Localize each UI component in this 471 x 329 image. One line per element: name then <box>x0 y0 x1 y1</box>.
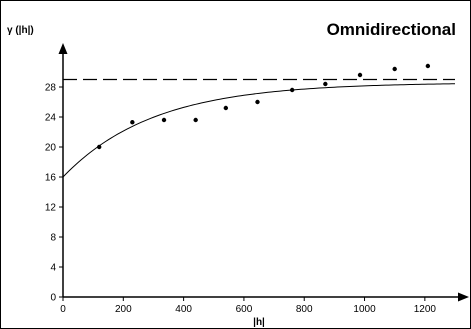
model-curve <box>62 83 456 178</box>
y-tick-label: 0 <box>50 293 56 304</box>
data-point <box>392 66 397 72</box>
data-point <box>130 120 135 125</box>
y-axis-label: γ (|h|) <box>7 25 34 36</box>
x-axis-label: |h| <box>253 317 265 328</box>
axes <box>58 43 469 302</box>
data-point <box>255 99 260 105</box>
x-tick-label: 0 <box>60 304 66 315</box>
x-ticks: 0 200 400 600 800 1000 1200 <box>60 297 436 315</box>
y-tick-label: 16 <box>45 173 57 184</box>
x-tick-label: 1200 <box>414 304 437 315</box>
data-point <box>289 87 295 93</box>
y-axis-arrow-icon <box>58 43 68 54</box>
chart-lines <box>62 78 456 178</box>
y-tick-label: 12 <box>45 203 57 214</box>
data-point <box>161 117 167 123</box>
data-point <box>357 72 363 78</box>
data-point <box>323 81 328 87</box>
y-tick-label: 8 <box>50 233 56 244</box>
y-tick-label: 28 <box>45 83 57 94</box>
data-point <box>96 144 102 150</box>
y-tick-label: 24 <box>45 113 57 124</box>
y-ticks: 0 4 8 12 16 20 24 28 <box>45 83 63 304</box>
y-tick-label: 20 <box>45 143 57 154</box>
x-tick-label: 600 <box>236 304 253 315</box>
x-tick-label: 800 <box>296 304 313 315</box>
x-tick-label: 1000 <box>353 304 376 315</box>
data-point <box>193 117 198 123</box>
x-tick-label: 200 <box>115 304 132 315</box>
data-point <box>425 63 431 69</box>
x-axis-arrow-icon <box>458 292 469 302</box>
data-point <box>223 105 229 111</box>
x-tick-label: 400 <box>175 304 192 315</box>
chart-title: Omnidirectional <box>327 20 456 39</box>
y-tick-label: 4 <box>50 263 56 274</box>
data-points <box>96 63 431 150</box>
